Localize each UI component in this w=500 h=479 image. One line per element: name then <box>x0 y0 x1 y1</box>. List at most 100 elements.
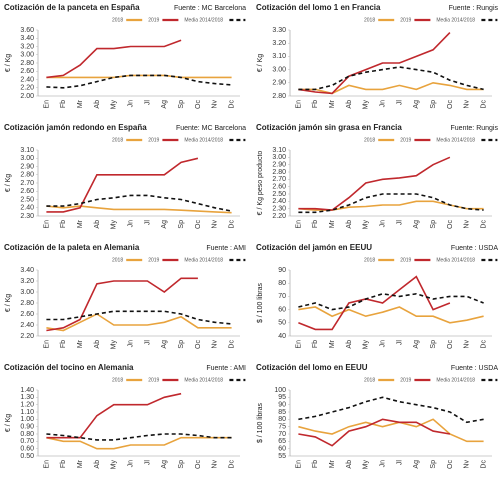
y-tick-label: 65 <box>278 438 286 445</box>
x-tick-label: En <box>295 460 302 469</box>
series-line <box>46 392 182 439</box>
x-tick-label: Ab <box>94 340 101 349</box>
series-line <box>46 277 198 332</box>
y-axis-label: € / Kg <box>5 54 12 72</box>
series-line <box>46 74 232 89</box>
x-tick-label: Ag <box>413 340 420 349</box>
y-tick-label: 80 <box>278 416 286 423</box>
x-tick-label: Sp <box>430 220 437 229</box>
y-tick-label: 2.80 <box>20 300 34 307</box>
legend-label: 2019 <box>400 137 411 143</box>
series-line <box>46 39 182 79</box>
y-tick-label: 3.40 <box>20 35 34 42</box>
y-tick-label: 1.20 <box>20 402 34 409</box>
x-tick-label: Ab <box>346 460 353 469</box>
chart-title: Cotización del lomo 1 en Francia <box>256 3 381 12</box>
y-tick-label: 3.20 <box>20 43 34 50</box>
x-tick-label: Oc <box>447 220 454 229</box>
x-tick-label: Nv <box>464 340 471 349</box>
y-tick-label: 2.80 <box>272 93 286 100</box>
series-line <box>46 436 232 450</box>
y-tick-label: 0.80 <box>20 431 34 438</box>
y-tick-label: 100 <box>274 387 286 394</box>
x-tick-label: Dc <box>480 220 487 229</box>
x-tick-label: My <box>111 100 118 110</box>
series-line <box>298 81 484 95</box>
x-tick-label: Sp <box>430 340 437 349</box>
x-tick-label: Jl <box>144 460 151 466</box>
x-tick-label: Oc <box>447 100 454 109</box>
x-tick-label: Ab <box>346 100 353 109</box>
y-tick-label: 2.20 <box>272 213 286 220</box>
x-tick-label: Sp <box>430 460 437 469</box>
y-tick-label: 0.90 <box>20 424 34 431</box>
x-tick-label: Jl <box>396 340 403 346</box>
y-axis-label: € / Kg peso producto <box>257 151 264 216</box>
y-axis-label: € / Kg <box>5 414 12 432</box>
x-tick-label: En <box>43 100 50 109</box>
x-tick-label: Sp <box>178 340 185 349</box>
series-line <box>46 310 232 325</box>
chart-title: Cotización del jamón en EEUU <box>256 243 372 252</box>
x-tick-label: Mr <box>77 99 84 108</box>
y-tick-label: 90 <box>278 267 286 274</box>
y-tick-label: 3.30 <box>272 27 286 34</box>
y-tick-label: 3.10 <box>272 53 286 60</box>
y-tick-label: 3.00 <box>20 289 34 296</box>
x-tick-label: Dc <box>480 460 487 469</box>
x-tick-label: Oc <box>195 100 202 109</box>
x-tick-label: Jn <box>127 100 134 108</box>
legend-label: 2018 <box>364 377 375 383</box>
x-tick-label: Nv <box>212 460 219 469</box>
y-tick-label: 60 <box>278 306 286 313</box>
y-tick-label: 2.50 <box>272 191 286 198</box>
legend-label: 2019 <box>148 257 159 263</box>
x-tick-label: My <box>363 340 370 350</box>
series-line <box>298 418 484 443</box>
x-tick-label: En <box>43 340 50 349</box>
legend-label: 2019 <box>400 257 411 263</box>
y-tick-label: 3.20 <box>20 278 34 285</box>
y-tick-label: 2.80 <box>20 60 34 67</box>
legend-label: 2019 <box>148 17 159 23</box>
y-tick-label: 2.40 <box>20 205 34 212</box>
chart-source: Fuente : USDA <box>451 245 498 252</box>
x-tick-label: Oc <box>447 340 454 349</box>
x-tick-label: En <box>43 220 50 229</box>
x-tick-label: Sp <box>178 100 185 109</box>
x-tick-label: Jl <box>144 100 151 106</box>
x-tick-label: Jn <box>379 340 386 348</box>
x-tick-label: My <box>111 340 118 350</box>
series-line <box>298 275 451 331</box>
legend-label: 2019 <box>400 17 411 23</box>
y-tick-label: 2.00 <box>20 93 34 100</box>
x-tick-label: Oc <box>195 460 202 469</box>
chart-source: Fuente : Rungis <box>449 5 499 12</box>
legend-label: 2018 <box>112 257 123 263</box>
y-axis-label: $ / 100 libras <box>257 402 264 443</box>
series-line <box>46 433 232 441</box>
y-tick-label: 3.00 <box>272 154 286 161</box>
y-tick-label: 2.30 <box>272 206 286 213</box>
y-axis-label: € / Kg <box>5 174 12 192</box>
x-tick-label: Jn <box>127 220 134 228</box>
y-tick-label: 2.60 <box>20 188 34 195</box>
y-tick-label: 2.20 <box>20 333 34 340</box>
series-line <box>298 418 451 447</box>
series-line <box>46 194 232 212</box>
chart-source: Fuente : AMI <box>206 365 246 372</box>
x-tick-label: Ag <box>413 220 420 229</box>
x-tick-label: Mr <box>77 339 84 348</box>
x-tick-label: Fb <box>312 340 319 348</box>
x-tick-label: My <box>363 220 370 230</box>
x-tick-label: Dc <box>480 340 487 349</box>
legend-label: 2018 <box>364 137 375 143</box>
x-tick-label: Ab <box>94 460 101 469</box>
x-tick-label: Fb <box>60 460 67 468</box>
y-tick-label: 3.00 <box>272 66 286 73</box>
y-axis-label: € / Kg <box>5 294 12 312</box>
y-tick-label: 90 <box>278 402 286 409</box>
y-tick-label: 2.40 <box>20 76 34 83</box>
y-tick-label: 70 <box>278 293 286 300</box>
chart-source: Fuente : USDA <box>451 365 498 372</box>
